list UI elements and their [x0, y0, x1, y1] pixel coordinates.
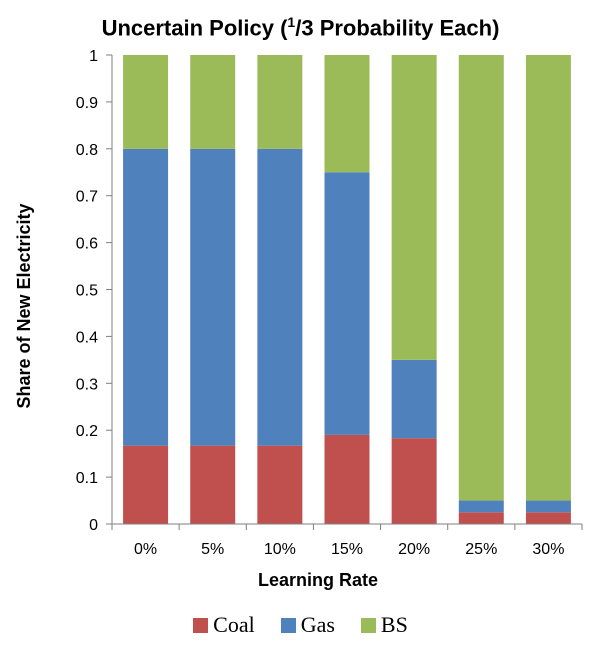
bar-coal-3: [324, 434, 370, 524]
y-tick-label: 0.3: [76, 376, 98, 393]
bar-coal-4: [391, 438, 437, 524]
chart-title: Uncertain Policy (1/3 Probability Each): [0, 14, 601, 41]
y-tick-label: 0.9: [76, 95, 98, 112]
chart-title-subscript: /3: [295, 15, 314, 41]
bar-bs-5: [458, 55, 504, 501]
bar-gas-5: [458, 500, 504, 513]
bar-bs-1: [190, 55, 236, 149]
legend-label: Coal: [213, 612, 255, 637]
legend-item-coal: Coal: [193, 612, 255, 638]
x-axis-label: Learning Rate: [258, 570, 378, 590]
x-tick-label: 5%: [201, 541, 224, 558]
legend-swatch: [193, 618, 209, 633]
bar-coal-0: [123, 445, 169, 524]
chart-title-prefix: Uncertain Policy (: [101, 15, 288, 41]
legend: Coal Gas BS: [0, 612, 601, 638]
bar-gas-2: [257, 148, 303, 446]
x-tick-label: 30%: [532, 541, 564, 558]
legend-label: Gas: [300, 612, 335, 637]
y-tick-label: 0.7: [76, 189, 98, 206]
bar-gas-4: [391, 359, 437, 439]
bar-gas-1: [190, 148, 236, 446]
bar-gas-0: [123, 148, 169, 446]
bar-bs-0: [123, 55, 169, 149]
y-axis-label: Share of New Electricity: [14, 203, 34, 408]
y-tick-label: 0.6: [76, 236, 98, 253]
y-tick-label: 1: [89, 48, 98, 65]
y-tick-label: 0.1: [76, 470, 98, 487]
bar-bs-6: [525, 55, 571, 501]
y-tick-label: 0.4: [76, 329, 98, 346]
y-tick-label: 0: [89, 517, 98, 534]
x-tick-label: 20%: [398, 541, 430, 558]
legend-swatch: [280, 618, 296, 633]
bar-coal-2: [257, 445, 303, 524]
legend-swatch: [360, 618, 376, 633]
bar-coal-1: [190, 445, 236, 524]
x-tick-label: 10%: [264, 541, 296, 558]
bar-coal-5: [458, 512, 504, 524]
legend-label: BS: [380, 612, 408, 637]
bar-bs-2: [257, 55, 303, 149]
y-tick-label: 0.2: [76, 423, 98, 440]
x-tick-label: 25%: [465, 541, 497, 558]
bar-coal-6: [525, 512, 571, 524]
bar-gas-3: [324, 172, 370, 435]
bar-bs-3: [324, 55, 370, 173]
chart-title-superscript: 1: [287, 14, 296, 30]
x-tick-label: 0%: [134, 541, 157, 558]
y-tick-label: 0.8: [76, 142, 98, 159]
legend-item-bs: BS: [360, 612, 408, 638]
bar-gas-6: [525, 500, 571, 513]
y-tick-label: 0.5: [76, 283, 98, 300]
x-tick-label: 15%: [331, 541, 363, 558]
legend-item-gas: Gas: [280, 612, 335, 638]
bars-layer: [123, 55, 571, 524]
bar-bs-4: [391, 55, 437, 360]
chart-title-suffix: Probability Each): [313, 15, 500, 41]
axes-layer: 0% 5% 10% 15% 20% 25% 30% 0 0.1 0.2 0.3 0.4 0.5 0.6 0.…: [76, 48, 583, 558]
